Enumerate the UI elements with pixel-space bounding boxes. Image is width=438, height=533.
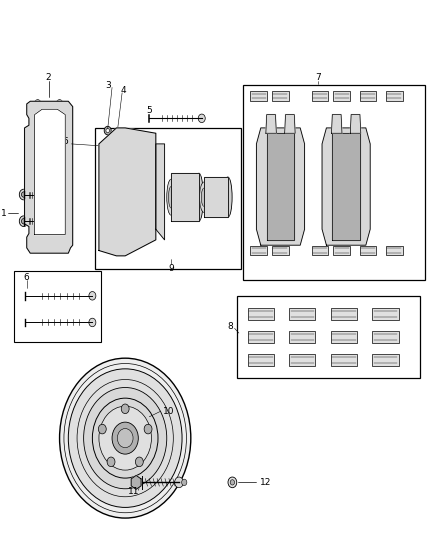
Polygon shape — [156, 144, 165, 240]
Text: 3: 3 — [105, 81, 110, 90]
Bar — [372, 331, 399, 343]
Bar — [95, 128, 241, 269]
Text: 6: 6 — [24, 273, 30, 281]
Ellipse shape — [194, 173, 203, 221]
Polygon shape — [99, 128, 156, 256]
Text: 1: 1 — [1, 209, 7, 217]
Bar — [311, 246, 328, 255]
Bar — [244, 85, 425, 280]
Circle shape — [21, 219, 26, 224]
Bar — [237, 296, 420, 378]
Circle shape — [40, 217, 47, 225]
Bar — [311, 91, 328, 101]
Text: 2: 2 — [46, 73, 51, 82]
Text: 5: 5 — [146, 107, 152, 115]
Circle shape — [107, 457, 115, 466]
Circle shape — [21, 192, 26, 197]
Polygon shape — [322, 128, 370, 245]
Circle shape — [228, 477, 237, 488]
Circle shape — [144, 142, 151, 150]
Circle shape — [110, 179, 145, 221]
Polygon shape — [25, 101, 73, 253]
Polygon shape — [350, 115, 361, 133]
Polygon shape — [35, 109, 65, 235]
Circle shape — [198, 114, 205, 123]
Polygon shape — [266, 115, 276, 133]
Circle shape — [112, 422, 138, 454]
Circle shape — [144, 424, 152, 434]
Ellipse shape — [223, 177, 232, 217]
Bar — [272, 91, 289, 101]
Bar — [386, 246, 403, 255]
Text: 11: 11 — [128, 488, 140, 496]
Circle shape — [89, 318, 96, 327]
Polygon shape — [267, 133, 294, 240]
Bar — [333, 91, 350, 101]
Circle shape — [56, 100, 63, 108]
Text: 10: 10 — [163, 407, 175, 416]
Circle shape — [175, 477, 184, 488]
Polygon shape — [131, 475, 141, 489]
Text: 6: 6 — [62, 138, 68, 146]
Circle shape — [19, 189, 28, 200]
Ellipse shape — [200, 182, 208, 212]
Circle shape — [117, 429, 133, 448]
Ellipse shape — [167, 179, 176, 215]
Bar — [289, 354, 315, 366]
Polygon shape — [332, 115, 342, 133]
Circle shape — [121, 404, 129, 414]
Bar — [272, 246, 289, 255]
Circle shape — [40, 190, 47, 199]
Circle shape — [120, 191, 134, 208]
Polygon shape — [285, 115, 295, 133]
Bar — [333, 246, 350, 255]
Circle shape — [106, 128, 110, 133]
Bar — [289, 331, 315, 343]
Bar — [360, 246, 376, 255]
Circle shape — [60, 358, 191, 518]
Text: 9: 9 — [168, 264, 174, 272]
Circle shape — [68, 369, 182, 507]
Circle shape — [105, 172, 150, 228]
Circle shape — [84, 387, 167, 489]
Bar — [247, 308, 274, 320]
Bar — [372, 308, 399, 320]
Bar — [250, 91, 267, 101]
Circle shape — [182, 479, 187, 486]
Ellipse shape — [201, 188, 207, 206]
Circle shape — [135, 457, 143, 466]
Circle shape — [99, 424, 106, 434]
Circle shape — [34, 100, 41, 108]
Bar — [386, 91, 403, 101]
Circle shape — [104, 126, 111, 135]
Circle shape — [92, 398, 158, 478]
Ellipse shape — [169, 187, 174, 208]
Circle shape — [230, 480, 235, 485]
Polygon shape — [332, 133, 360, 240]
Text: 4: 4 — [120, 86, 126, 95]
Bar — [247, 331, 274, 343]
Polygon shape — [204, 177, 228, 217]
Bar — [331, 354, 357, 366]
Bar — [250, 246, 267, 255]
Circle shape — [115, 185, 140, 215]
Polygon shape — [256, 128, 304, 245]
Circle shape — [19, 216, 28, 227]
Circle shape — [114, 138, 119, 144]
Bar — [331, 308, 357, 320]
Bar — [14, 271, 101, 342]
Bar — [331, 331, 357, 343]
Bar — [289, 308, 315, 320]
Bar — [360, 91, 376, 101]
Circle shape — [89, 292, 96, 300]
Bar — [372, 354, 399, 366]
Circle shape — [99, 406, 152, 470]
Text: 8: 8 — [227, 322, 233, 330]
Bar — [247, 354, 274, 366]
Text: 12: 12 — [259, 478, 271, 487]
Text: 7: 7 — [315, 73, 321, 82]
Polygon shape — [171, 173, 199, 221]
